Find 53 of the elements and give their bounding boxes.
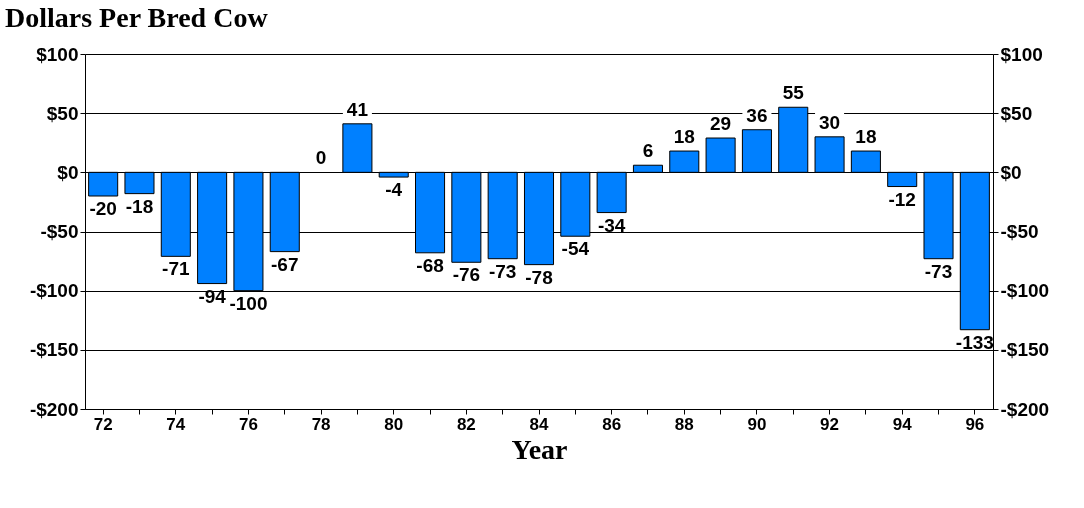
x-tick-label: 78 xyxy=(311,414,331,434)
data-label: -71 xyxy=(162,258,190,280)
y2-tick-label: -$200 xyxy=(1000,398,1050,420)
data-label: -4 xyxy=(385,179,403,201)
data-label: -78 xyxy=(525,266,553,288)
x-tick-label: 90 xyxy=(747,414,767,434)
y-tick-label: $100 xyxy=(36,43,79,65)
data-label: 55 xyxy=(782,82,805,104)
data-label: -133 xyxy=(955,331,994,353)
y2-tick-label: -$50 xyxy=(1000,221,1039,242)
x-tick-label: 80 xyxy=(384,414,404,434)
data-label: 41 xyxy=(346,98,369,120)
data-label: 18 xyxy=(855,126,877,148)
x-tick-label: 86 xyxy=(602,414,622,434)
data-label: 0 xyxy=(315,147,327,169)
x-tick-label: 74 xyxy=(166,414,186,434)
x-axis-title: Year xyxy=(511,433,568,465)
y2-tick-label: $100 xyxy=(1000,43,1043,65)
y2-tick-label: $50 xyxy=(1000,102,1033,124)
y-tick-label: $50 xyxy=(46,102,79,124)
x-tick-label: 76 xyxy=(238,414,258,434)
data-label: 30 xyxy=(818,111,841,133)
data-label: -18 xyxy=(125,195,154,217)
data-label: 18 xyxy=(673,126,695,148)
y-tick-label: $0 xyxy=(57,161,79,183)
y-tick-label: -$50 xyxy=(40,221,79,242)
data-label: -12 xyxy=(888,188,916,210)
x-tick-label: 88 xyxy=(674,414,694,434)
data-label: -54 xyxy=(561,238,590,260)
y-tick-label: -$200 xyxy=(29,398,79,420)
data-label: -20 xyxy=(89,198,117,219)
y-tick-label: -$150 xyxy=(29,339,79,361)
data-label: -73 xyxy=(924,260,953,282)
x-tick-label: 92 xyxy=(820,414,840,434)
data-label: 6 xyxy=(642,140,654,162)
y-tick-label: -$100 xyxy=(29,280,79,302)
data-label: -100 xyxy=(229,292,268,314)
y2-tick-label: -$150 xyxy=(1000,339,1050,361)
data-label: -73 xyxy=(488,260,517,282)
data-label: 29 xyxy=(710,113,732,135)
y2-tick-label: -$100 xyxy=(1000,280,1050,302)
chart-title: Dollars Per Bred Cow xyxy=(5,2,269,33)
y2-tick-label: $0 xyxy=(1000,161,1022,183)
x-tick-label: 96 xyxy=(965,414,985,434)
data-label: -68 xyxy=(416,254,444,276)
data-label: 36 xyxy=(746,104,768,126)
data-label: -76 xyxy=(452,264,481,286)
data-label: -34 xyxy=(597,214,626,236)
x-tick-label: 94 xyxy=(892,414,913,434)
x-tick-label: 84 xyxy=(529,414,549,434)
x-tick-label: 72 xyxy=(93,414,113,434)
data-label: -67 xyxy=(271,253,299,275)
x-tick-label: 82 xyxy=(456,414,476,434)
